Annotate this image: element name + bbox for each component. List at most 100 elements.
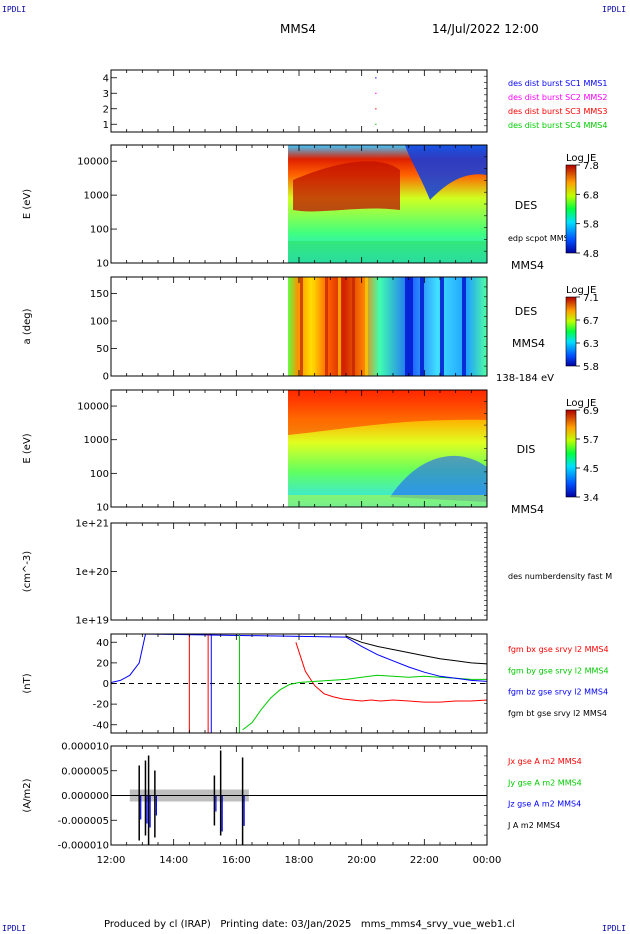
y-tick-label: 10: [96, 259, 109, 270]
y-tick-label: 0: [103, 679, 109, 690]
corner-tag-bottom-right: IPDLI: [602, 924, 627, 933]
colorbar: [565, 409, 577, 498]
legend-entry: Jz gse A m2 MMS4: [507, 800, 581, 809]
y-tick-label: 1e+21: [75, 519, 109, 530]
current-noise-band: [129, 789, 249, 802]
y-tick-label: -0.000005: [58, 816, 109, 827]
colorbar: [565, 296, 577, 367]
y-tick-label: 50: [96, 344, 109, 355]
colorbar-tick-label: 6.9: [583, 406, 599, 417]
legend-entry: des dist burst SC4 MMS4: [508, 121, 607, 130]
x-tick-label: 20:00: [347, 855, 376, 866]
colorbar-tick-label: 7.1: [583, 293, 599, 304]
pitch-stripe-blue: [440, 277, 444, 376]
panel-fgm: -40 -20 0 20 40 (nT) fgm bx gse srvy l2 MMS4 fg…: [22, 633, 609, 734]
pitch-stripe: [300, 277, 303, 376]
y-tick-label: 10000: [77, 157, 109, 168]
pitch-stripe: [312, 277, 315, 376]
y-axis-label: (A/m2): [22, 778, 33, 812]
pitch-stripe-blue: [420, 277, 424, 376]
instrument-label: DES: [515, 305, 537, 318]
y-tick-label: 3: [103, 89, 109, 100]
panel-burst: 1 2 3 4 des dist burst SC1 MMS1 des dist burs…: [103, 69, 607, 133]
y-axis-label: (nT): [22, 673, 33, 693]
y-tick-label: 0.000005: [61, 766, 109, 777]
x-tick-label: 00:00: [473, 855, 502, 866]
legend-entry: des dist burst SC3 MMS3: [508, 107, 607, 116]
y-tick-label: 150: [90, 289, 109, 300]
y-axis-label: a (deg): [22, 308, 33, 344]
panel-des-energy: 10 100 1000 10000 E (eV) DES edp scpot MMS4 MMS…: [22, 144, 599, 272]
x-tick-label: 12:00: [97, 855, 126, 866]
x-tick-label: 14:00: [159, 855, 188, 866]
legend-entry: fgm bz gse srvy l2 MMS4: [508, 688, 608, 697]
colorbar-title: Log JE: [566, 398, 596, 409]
plot-panels: 1 2 3 4 des dist burst SC1 MMS1 des dist burs…: [22, 69, 612, 852]
panel-frame: [110, 69, 488, 133]
low-energy-band: [288, 241, 487, 263]
y-tick-label: 10000: [77, 402, 109, 413]
y-tick-label: 100: [90, 469, 109, 480]
burst-marker: [375, 108, 377, 110]
fgm-series-line: [295, 642, 487, 703]
plot-datetime: 14/Jul/2022 12:00: [432, 22, 539, 36]
y-axis-label: E (eV): [22, 433, 33, 463]
y-tick-label: 1000: [84, 435, 109, 446]
spacecraft-title: MMS4: [280, 22, 316, 36]
y-tick-label: 10: [96, 503, 109, 514]
instrument-sublabel: edp scpot MMS4: [508, 234, 574, 243]
electron-flux-peak: [293, 161, 400, 212]
colorbar-tick-label: 6.3: [583, 339, 599, 350]
y-axis-label: (cm^-3): [22, 551, 33, 592]
pitch-stripe-blue: [462, 277, 466, 376]
y-tick-label: -40: [93, 720, 109, 731]
y-tick-label: 4: [103, 73, 109, 84]
colorbar-tick-label: 6.8: [583, 190, 599, 201]
colorbar-tick-label: 5.8: [583, 220, 599, 231]
x-tick-label: 22:00: [410, 855, 439, 866]
electron-flux-low-region: [405, 145, 487, 200]
burst-marker: [375, 77, 377, 79]
instrument-sublabel: MMS4: [511, 503, 544, 516]
panel-frame: [110, 522, 488, 621]
panel-density: 1e+19 1e+20 1e+21 (cm^-3) des numberdensity …: [22, 519, 612, 627]
x-tick-label: 18:00: [285, 855, 314, 866]
legend-entry: fgm by gse srvy l2 MMS4: [508, 666, 609, 675]
colorbar-title: Log JE: [566, 285, 596, 296]
colorbar-title: Log JE: [566, 153, 596, 164]
ion-flux-low-region: [390, 455, 487, 502]
corner-tag-top-left: IPDLI: [2, 5, 27, 14]
colorbar-tick-label: 5.7: [583, 435, 599, 446]
legend-entry: Jx gse A m2 MMS4: [507, 757, 582, 766]
instrument-sublabel: MMS4: [511, 259, 544, 272]
des-pitch-spectrogram: [288, 277, 487, 376]
y-tick-label: -20: [93, 700, 109, 711]
pitch-stripe-blue: [409, 277, 413, 376]
y-tick-label: 100: [90, 225, 109, 236]
panel-dis-energy: 10 100 1000 10000 E (eV) DIS MMS4 Log JE6.9 5.7 4…: [22, 389, 599, 516]
legend-entry: Jy gse A m2 MMS4: [507, 778, 582, 787]
ion-flux-peak: [288, 390, 487, 435]
fgm-series-line: [111, 634, 487, 683]
panel-current: -0.000010 -0.000005 0.000000 0.000005 0.0000…: [22, 742, 582, 852]
panel-des-pitch: 0 50 100 150 a (deg) DES MMS4 138-184 eV Log JE7…: [22, 276, 599, 384]
burst-marker: [375, 123, 377, 125]
colorbar: [565, 164, 577, 254]
corner-tag-bottom-left: IPDLI: [2, 924, 27, 933]
y-tick-label: -0.000010: [58, 841, 109, 852]
y-tick-label: 100: [90, 317, 109, 328]
x-tick-label: 16:00: [222, 855, 251, 866]
plot-annotations: 12:00 14:00 16:00 18:00 20:00 22:00 00:00: [97, 855, 502, 866]
y-tick-label: 0: [103, 372, 109, 383]
legend-entry: des dist burst SC2 MMS2: [508, 93, 607, 102]
colorbar-tick-label: 3.4: [583, 493, 599, 504]
colorbar-tick-label: 7.8: [583, 161, 599, 172]
colorbar-tick-label: 6.7: [583, 316, 599, 327]
fgm-series-line: [242, 674, 487, 731]
legend-entry: des numberdensity fast M: [508, 572, 612, 581]
footer-credits: Produced by cl (IRAP) Printing date: 03/…: [104, 919, 515, 930]
corner-tag-top-right: IPDLI: [602, 5, 627, 14]
colorbar-tick-label: 5.8: [583, 362, 599, 373]
pitch-stripe: [365, 277, 368, 376]
